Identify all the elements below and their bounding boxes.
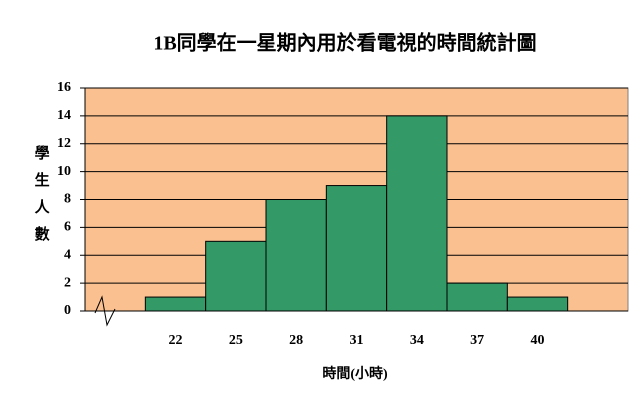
x-tick-label: 34 bbox=[410, 333, 424, 348]
y-tick-label: 0 bbox=[64, 303, 71, 318]
y-axis-label: 學生人數 bbox=[33, 144, 50, 253]
x-tick-label: 40 bbox=[531, 333, 545, 348]
y-tick-label: 12 bbox=[57, 136, 71, 151]
x-tick-label: 31 bbox=[350, 333, 364, 348]
y-tick-label: 6 bbox=[64, 220, 71, 235]
y-tick-label: 16 bbox=[57, 80, 71, 95]
y-tick-label: 14 bbox=[57, 108, 71, 123]
x-tick-label: 28 bbox=[289, 333, 303, 348]
bar bbox=[205, 240, 267, 312]
y-tick-label: 2 bbox=[64, 275, 71, 290]
x-tick-label: 25 bbox=[229, 333, 243, 348]
x-tick-label: 37 bbox=[470, 333, 484, 348]
bar bbox=[325, 185, 388, 312]
x-axis-label: 時間(小時) bbox=[322, 365, 388, 382]
x-tick-label: 22 bbox=[169, 333, 183, 348]
axis-break bbox=[94, 295, 116, 327]
y-tick-label: 8 bbox=[64, 192, 71, 207]
chart-title: 1B同學在一星期內用於看電視的時間統計圖 bbox=[153, 31, 536, 55]
bar bbox=[265, 199, 327, 312]
bar bbox=[144, 296, 207, 312]
y-tick-label: 10 bbox=[57, 164, 71, 179]
y-tick-label: 4 bbox=[64, 247, 71, 262]
bar bbox=[446, 282, 508, 312]
bar bbox=[506, 296, 569, 312]
bar bbox=[386, 115, 448, 312]
